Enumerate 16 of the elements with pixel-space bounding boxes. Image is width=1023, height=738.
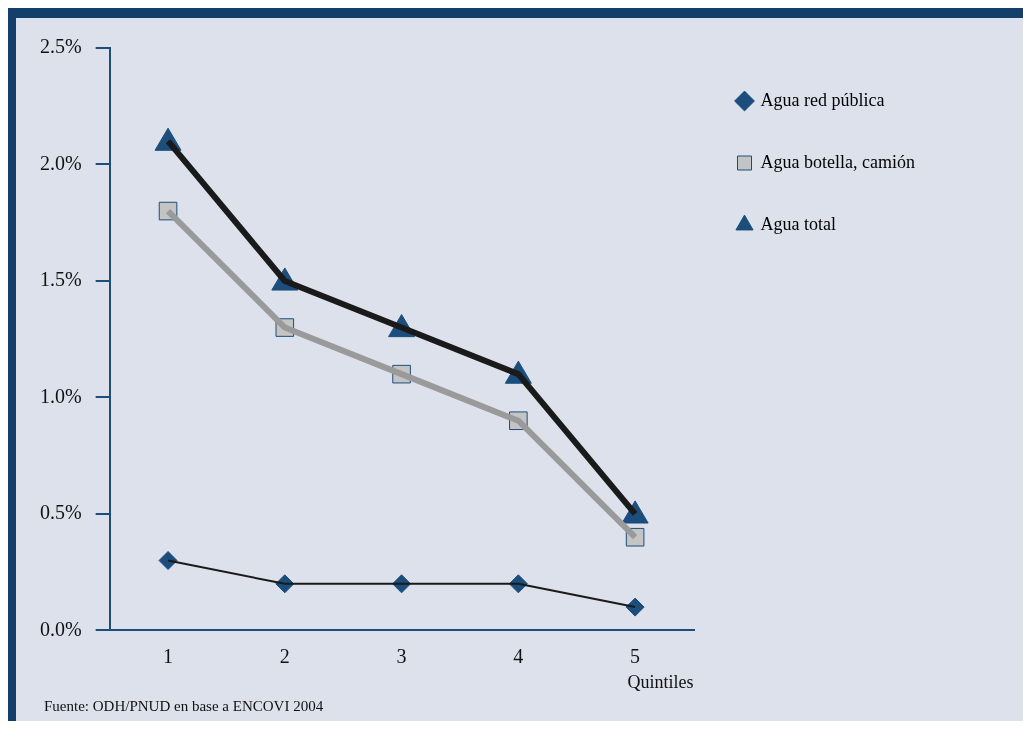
x-tick-label: 2	[279, 644, 290, 667]
x-tick-label: 4	[513, 644, 524, 667]
legend-label: Agua total	[760, 213, 836, 234]
y-tick-label: 0.5%	[39, 501, 82, 524]
y-tick-label: 1.0%	[39, 384, 82, 407]
source-note: Fuente: ODH/PNUD en base a ENCOVI 2004	[43, 698, 325, 716]
x-tick-label: 3	[396, 644, 407, 667]
legend-label: Agua red pública	[760, 89, 885, 110]
y-tick-label: 2.5%	[39, 35, 82, 58]
legend-label: Agua botella, camión	[760, 151, 915, 172]
y-tick-label: 1.5%	[39, 268, 82, 291]
x-axis-title: Quintiles	[627, 671, 694, 692]
y-tick-label: 0.0%	[39, 617, 82, 640]
x-tick-label: 5	[630, 644, 641, 667]
x-tick-label: 1	[163, 644, 174, 667]
y-tick-label: 2.0%	[39, 151, 82, 174]
